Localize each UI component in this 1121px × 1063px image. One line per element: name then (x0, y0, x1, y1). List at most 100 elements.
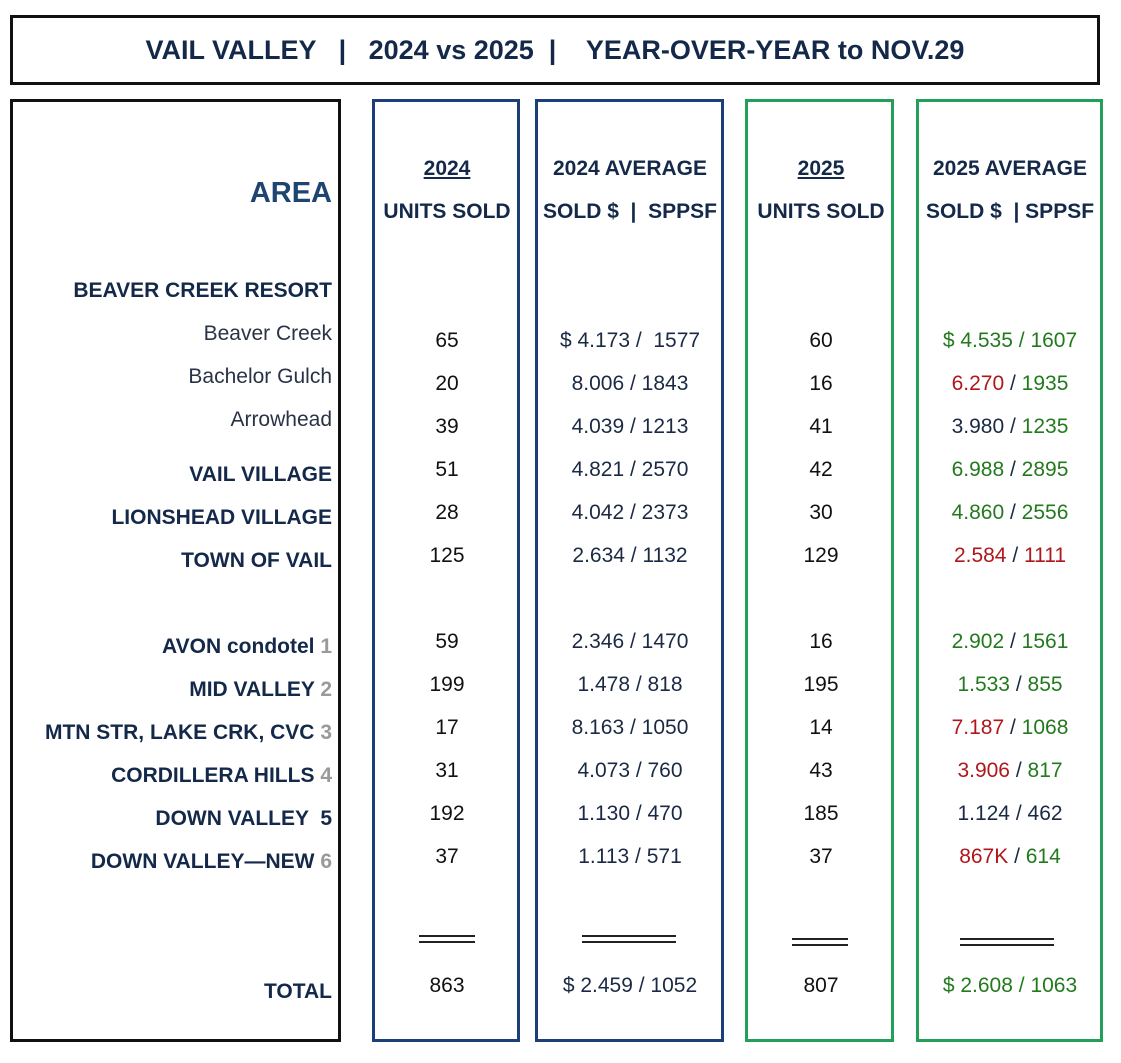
value-segment: 1063 (1030, 974, 1078, 997)
units-2025-cell: 30 (809, 501, 833, 524)
avg-2025-header: 2025 AVERAGE (932, 157, 1088, 180)
area-column-frame (10, 99, 341, 1042)
area-name: Beaver Creek (204, 322, 332, 346)
value-segment: 2.584 (953, 544, 1007, 567)
value-segment: 462 (1027, 802, 1063, 825)
avg-2025-cell: 3.980 / 1235 (952, 415, 1069, 439)
value-segment: 7.187 (951, 716, 1005, 739)
area-name: VAIL VILLAGE (189, 463, 332, 487)
total-label: TOTAL (263, 980, 332, 1003)
area-name: MTN STR, LAKE CRK, CVC 3 (45, 721, 332, 745)
value-segment: 1235 (1021, 415, 1069, 438)
total-units-2024: 863 (429, 974, 465, 997)
units-2024-column-frame (372, 99, 520, 1042)
avg-2024-cell: 4.821 / 2570 (571, 458, 689, 481)
area-name-text: VAIL VILLAGE (189, 463, 332, 486)
avg-2024-cell: 1.113 / 571 (578, 845, 682, 868)
units-2025-column-frame (745, 99, 894, 1042)
area-header: AREA (249, 177, 332, 209)
units-2024-cell: 17 (435, 716, 459, 739)
avg-2025-column-frame (916, 99, 1103, 1042)
units-2025-cell: 185 (803, 802, 839, 825)
units-2024-cell: 125 (429, 544, 465, 567)
units-2025-cell: 37 (809, 845, 833, 868)
units-2024-total-rule (419, 935, 475, 943)
value-segment: 1561 (1021, 630, 1069, 653)
area-name: AVON condotel 1 (162, 635, 332, 659)
avg-2025-cell: 6.270 / 1935 (952, 372, 1069, 396)
units-2024-cell: 65 (435, 329, 459, 352)
value-segment: / (1010, 673, 1028, 696)
footnote-number: 4 (320, 764, 332, 787)
area-name-text: Bachelor Gulch (188, 365, 332, 388)
value-segment: / (1012, 974, 1031, 997)
avg-2024-column-frame (535, 99, 724, 1042)
area-name-text: TOWN OF VAIL (181, 549, 332, 572)
area-name-text: LIONSHEAD VILLAGE (111, 506, 332, 529)
value-segment: 6.988 (951, 458, 1005, 481)
avg-2025-cell: 4.860 / 2556 (952, 501, 1069, 525)
units-2024-cell: 51 (435, 458, 459, 481)
units-2024-cell: 199 (429, 673, 465, 696)
avg-2025-cell: 2.584 / 1111 (954, 544, 1066, 568)
units-2025-cell: 60 (809, 329, 833, 352)
footnote-number: 6 (320, 850, 332, 873)
units-2024-cell: 31 (435, 759, 459, 782)
avg-2025-cell: $ 4.535 / 1607 (943, 329, 1077, 353)
avg-2024-cell: 4.042 / 2373 (571, 501, 689, 524)
report-title: VAIL VALLEY | 2024 vs 2025 | YEAR-OVER-Y… (10, 15, 1100, 85)
area-name-text: MID VALLEY (189, 678, 321, 701)
value-segment: 3.906 (957, 759, 1010, 782)
units-2025-cell: 42 (809, 458, 833, 481)
avg-2025-cell: 1.124 / 462 (957, 802, 1062, 826)
units-2024-cell: 20 (435, 372, 459, 395)
units-2024-cell: 28 (435, 501, 459, 524)
value-segment: 6.270 (951, 372, 1005, 395)
area-name: CORDILLERA HILLS 4 (111, 764, 332, 788)
value-segment: 4.860 (951, 501, 1005, 524)
avg-2024-cell: 1.130 / 470 (577, 802, 683, 825)
value-segment: / (1004, 501, 1022, 524)
units-2025-cell: 14 (809, 716, 833, 739)
value-segment: 2.902 (951, 630, 1005, 653)
value-segment: $ 4.535 (942, 329, 1013, 352)
value-segment: 1068 (1021, 716, 1069, 739)
avg-2025-cell: 7.187 / 1068 (952, 716, 1069, 740)
avg-2024-cell: 4.073 / 760 (577, 759, 683, 782)
units-2024-cell: 37 (435, 845, 459, 868)
footnote-number: 1 (320, 635, 332, 658)
area-name-text: AVON condotel (162, 635, 321, 658)
footnote-number: 3 (320, 721, 332, 744)
avg-2025-cell: 867K / 614 (959, 845, 1061, 869)
units-2025-cell: 43 (809, 759, 833, 782)
value-segment: 614 (1025, 845, 1061, 868)
value-segment: / (1010, 802, 1028, 825)
area-name: DOWN VALLEY—NEW 6 (91, 850, 332, 874)
value-segment: / (1004, 458, 1022, 481)
area-name-text: DOWN VALLEY 5 (155, 807, 332, 830)
value-segment: / (1004, 372, 1022, 395)
value-segment: 1111 (1024, 544, 1067, 567)
avg-2024-cell: 2.634 / 1132 (572, 544, 688, 567)
avg-2025-total-rule (960, 938, 1054, 946)
footnote-number: 2 (320, 678, 332, 701)
value-segment: / (1004, 630, 1022, 653)
value-segment: 2895 (1021, 458, 1069, 481)
area-name-text: Arrowhead (230, 408, 332, 431)
area-name: LIONSHEAD VILLAGE (111, 506, 332, 530)
value-segment: / (1010, 759, 1028, 782)
value-segment: 2556 (1021, 501, 1069, 524)
units-2025-cell: 16 (809, 630, 833, 653)
avg-2024-cell: 8.163 / 1050 (571, 716, 689, 739)
value-segment: / (1004, 415, 1022, 438)
value-segment: 1.124 (957, 802, 1010, 825)
area-name-text: BEAVER CREEK RESORT (73, 279, 332, 302)
units-2025-total-rule (792, 938, 848, 946)
area-name: Arrowhead (230, 408, 332, 432)
year-2025-header: 2025 (797, 157, 845, 180)
total-units-2025: 807 (803, 974, 839, 997)
value-segment: 1935 (1021, 372, 1069, 395)
avg-2024-header: 2024 AVERAGE (552, 157, 708, 180)
units-2025-cell: 195 (803, 673, 839, 696)
value-segment: 3.980 (951, 415, 1005, 438)
